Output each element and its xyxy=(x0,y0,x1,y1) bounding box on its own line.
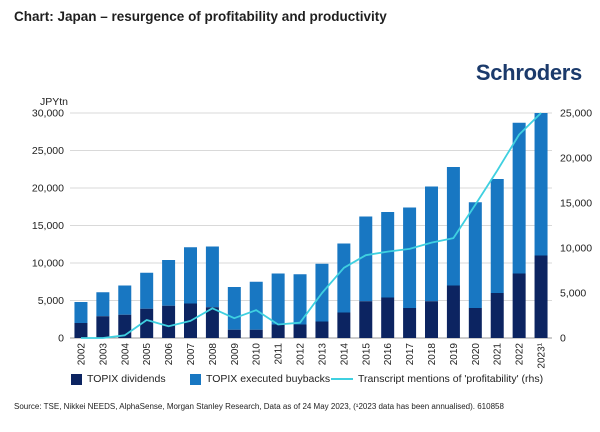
bar-dividends xyxy=(337,312,351,338)
bar-series xyxy=(74,113,548,338)
legend-label-dividends: TOPIX dividends xyxy=(87,373,166,385)
bar-dividends xyxy=(140,308,154,338)
x-tick-label: 2018 xyxy=(427,343,438,366)
left-tick-label: 5,000 xyxy=(38,295,64,307)
bar-buybacks xyxy=(271,273,285,325)
x-tick-label: 2006 xyxy=(164,343,175,366)
right-tick-label: 0 xyxy=(560,333,566,345)
x-tick-label: 2002 xyxy=(76,343,87,366)
x-tick-label: 2011 xyxy=(274,343,285,365)
chart-title: Chart: Japan – resurgence of profitabili… xyxy=(14,9,387,24)
bar-dividends xyxy=(490,293,504,338)
bar-buybacks xyxy=(249,281,263,330)
legend-swatch-dividends xyxy=(71,373,82,385)
bar-dividends xyxy=(293,324,307,338)
bar-buybacks xyxy=(96,292,110,317)
legend-item-mentions: Transcript mentions of 'profitability' (… xyxy=(331,373,543,385)
legend-label-mentions: Transcript mentions of 'profitability' (… xyxy=(358,373,544,385)
x-tick-label: 2009 xyxy=(230,343,241,366)
x-tick-label: 2022 xyxy=(515,343,526,366)
x-tick-label: 2023¹ xyxy=(537,342,548,368)
bar-buybacks xyxy=(140,272,154,309)
x-tick-label: 2003 xyxy=(98,343,109,366)
legend: TOPIX dividends TOPIX executed buybacks … xyxy=(0,373,600,389)
bar-buybacks xyxy=(293,274,307,325)
bar-buybacks xyxy=(381,212,395,298)
bar-dividends xyxy=(446,285,460,338)
bar-dividends xyxy=(205,307,219,338)
left-tick-label: 30,000 xyxy=(32,108,64,120)
right-tick-label: 15,000 xyxy=(560,198,592,210)
x-tick-label: 2019 xyxy=(449,343,460,366)
line-mentions xyxy=(81,112,542,339)
x-tick-label: 2017 xyxy=(405,343,416,366)
legend-item-dividends: TOPIX dividends xyxy=(71,373,166,385)
bar-buybacks xyxy=(359,216,373,302)
x-tick-label: 2016 xyxy=(383,343,394,366)
bar-dividends xyxy=(96,316,110,338)
bar-buybacks xyxy=(468,202,482,308)
bar-buybacks xyxy=(534,113,548,256)
x-tick-label: 2008 xyxy=(208,343,219,366)
right-tick-label: 20,000 xyxy=(560,153,592,165)
x-tick-label: 2020 xyxy=(471,343,482,366)
x-tick-label: 2014 xyxy=(339,343,350,366)
x-tick-label: 2012 xyxy=(296,343,307,366)
bar-dividends xyxy=(227,329,241,338)
bar-dividends xyxy=(534,255,548,338)
bar-buybacks xyxy=(118,285,132,315)
left-axis-unit-label: JPYtn xyxy=(40,96,69,108)
left-tick-label: 25,000 xyxy=(32,145,64,157)
bar-buybacks xyxy=(74,302,88,323)
x-tick-label: 2007 xyxy=(186,343,197,366)
left-tick-label: 20,000 xyxy=(32,183,64,195)
bar-buybacks xyxy=(162,260,176,306)
bar-buybacks xyxy=(446,167,460,286)
source-note: Source: TSE, Nikkei NEEDS, AlphaSense, M… xyxy=(14,402,504,411)
bar-buybacks xyxy=(205,246,219,308)
right-tick-label: 5,000 xyxy=(560,288,586,300)
bar-dividends xyxy=(512,273,526,338)
bar-buybacks xyxy=(184,247,197,304)
bar-dividends xyxy=(425,301,438,338)
bar-dividends xyxy=(74,323,88,338)
bar-buybacks xyxy=(337,243,351,313)
bar-dividends xyxy=(271,324,285,338)
bar-dividends xyxy=(359,301,373,338)
bar-buybacks xyxy=(512,122,526,274)
legend-item-buybacks: TOPIX executed buybacks xyxy=(190,373,330,385)
bar-dividends xyxy=(249,329,263,338)
right-axis-ticks: 0 5,000 10,000 15,000 20,000 25,000 xyxy=(560,108,592,345)
right-tick-label: 25,000 xyxy=(560,108,592,120)
right-tick-label: 10,000 xyxy=(560,243,592,255)
schroders-logo: Schroders xyxy=(475,60,582,85)
left-axis-ticks: 0 5,000 10,000 15,000 20,000 25,000 30,000 xyxy=(32,108,64,345)
x-tick-label: 2010 xyxy=(252,343,263,366)
bar-dividends xyxy=(162,305,176,338)
legend-swatch-buybacks xyxy=(190,373,201,385)
bar-dividends xyxy=(403,308,417,338)
x-tick-label: 2004 xyxy=(120,343,131,366)
x-axis-labels: 2002 2003 2004 2005 2006 2007 2008 2009 2010 2011… xyxy=(76,342,547,368)
left-tick-label: 15,000 xyxy=(32,220,64,232)
left-tick-label: 10,000 xyxy=(32,258,64,270)
left-tick-label: 0 xyxy=(58,333,64,345)
bar-dividends xyxy=(381,297,395,338)
x-tick-label: 2021 xyxy=(493,343,504,366)
line-series xyxy=(81,112,542,339)
bar-buybacks xyxy=(490,179,504,293)
x-tick-label: 2015 xyxy=(361,343,372,366)
x-tick-label: 2013 xyxy=(317,343,328,366)
bar-dividends xyxy=(468,308,482,338)
legend-label-buybacks: TOPIX executed buybacks xyxy=(206,373,331,385)
legend-swatch-mentions xyxy=(331,378,353,380)
bar-buybacks xyxy=(227,287,241,330)
bar-buybacks xyxy=(403,207,417,308)
bar-dividends xyxy=(315,321,329,338)
x-tick-label: 2005 xyxy=(142,343,153,366)
bar-buybacks xyxy=(425,186,438,302)
